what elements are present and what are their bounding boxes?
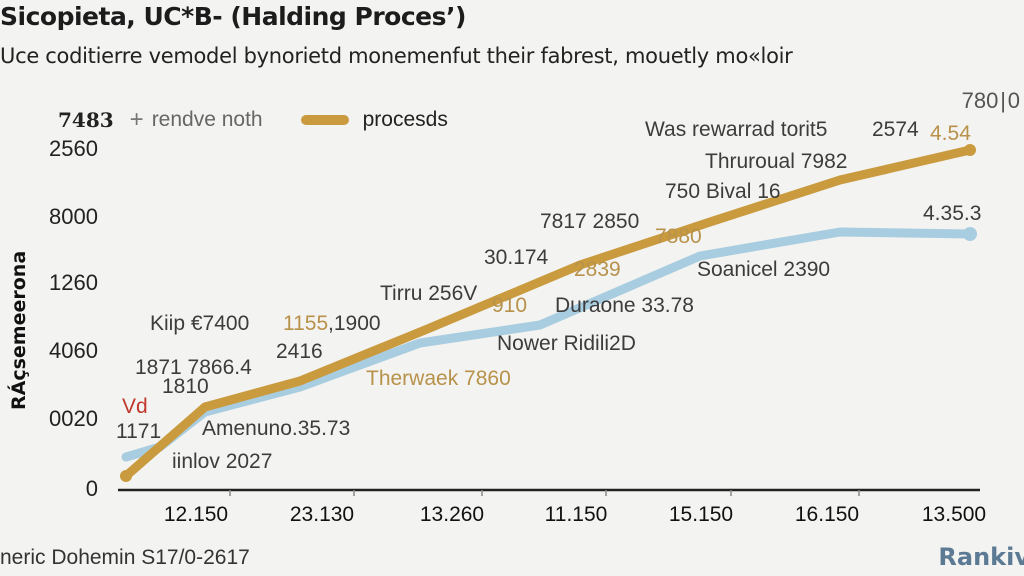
x-tick: 13.260 (419, 503, 485, 526)
legend-label: rendve noth (151, 108, 263, 131)
data-annotation: 4.35.3 (923, 202, 982, 225)
data-annotation: Duraone 33.78 (555, 294, 694, 317)
chart-subtitle: Uce coditierre vemodel bynorietd monemen… (0, 44, 793, 68)
y-tick: 4060 (49, 338, 98, 363)
chart-title: Sicopieta, UC*B- (Halding Proces’) (0, 2, 466, 31)
x-tick: 23.130 (289, 503, 355, 526)
y-tick: 1260 (49, 270, 98, 295)
data-annotation: Thruroual 7982 (705, 150, 848, 173)
plus-icon: + (129, 106, 144, 133)
data-annotation: 1171 (116, 420, 162, 443)
x-tick: 13.500 (921, 503, 987, 526)
data-annotation: iinlov 2027 (172, 450, 273, 473)
x-tick: 12.150 (163, 503, 229, 526)
legend-lead-value: 7483 (58, 108, 114, 132)
data-annotation: Therwaek 7860 (366, 367, 511, 390)
data-annotation: Soanicel 2390 (697, 258, 831, 281)
series-start-marker-gold[interactable] (120, 470, 132, 482)
series-line-procesds[interactable] (121, 145, 975, 481)
x-tick: 16.150 (794, 503, 860, 526)
legend-item-procesds[interactable]: procesds (362, 108, 448, 131)
source-note: neric Dohemin S17/0-2617 (0, 546, 250, 569)
data-annotation: Nower Ridili2D (497, 332, 636, 355)
data-annotation: Was rewarrad torit5 (645, 118, 828, 141)
x-tick: 15.150 (668, 503, 734, 526)
data-annotation: 2416 (276, 340, 323, 363)
data-annotation: 1810 (162, 375, 209, 398)
data-annotation: 750 Bival 16 (665, 180, 781, 203)
x-tick-marks (229, 490, 860, 496)
series-end-marker-blue[interactable] (963, 227, 977, 241)
y-tick: 8000 (49, 204, 98, 229)
data-annotation: 1155 (283, 312, 329, 335)
data-annotation: 1871 7866.4 (135, 356, 252, 379)
data-annotation: ,1900 (328, 312, 381, 335)
data-annotation: 4.54 (930, 122, 971, 145)
x-tick: 11.150 (544, 503, 608, 526)
corner-value: 780 | 0 (961, 88, 1020, 113)
data-annotation: 30.174 (484, 246, 549, 269)
legend-item-rendve-noth[interactable]: + rendve noth (130, 106, 263, 134)
data-annotation: 7880 (655, 225, 702, 248)
data-annotation: 910 (492, 294, 528, 317)
y-tick: 0020 (49, 406, 98, 431)
y-tick: 2560 (49, 136, 98, 161)
y-tick: 0 (85, 476, 98, 501)
legend: 7483 + rendve noth procesds (58, 106, 448, 134)
legend-swatch-gold-icon (300, 115, 349, 125)
data-annotation: 7817 2850 (540, 210, 640, 233)
data-annotation: 2839 (574, 258, 621, 281)
series-end-marker-gold[interactable] (964, 144, 976, 156)
data-annotation: 2574 (872, 118, 919, 141)
data-annotation: Kiip €7400 (150, 312, 250, 335)
data-annotation: Vd (122, 395, 148, 418)
brand-logo[interactable]: Rankiv (938, 543, 1024, 571)
data-annotation: Amenuno.35.73 (202, 417, 351, 440)
data-annotation: Tirru 256V (380, 282, 478, 305)
